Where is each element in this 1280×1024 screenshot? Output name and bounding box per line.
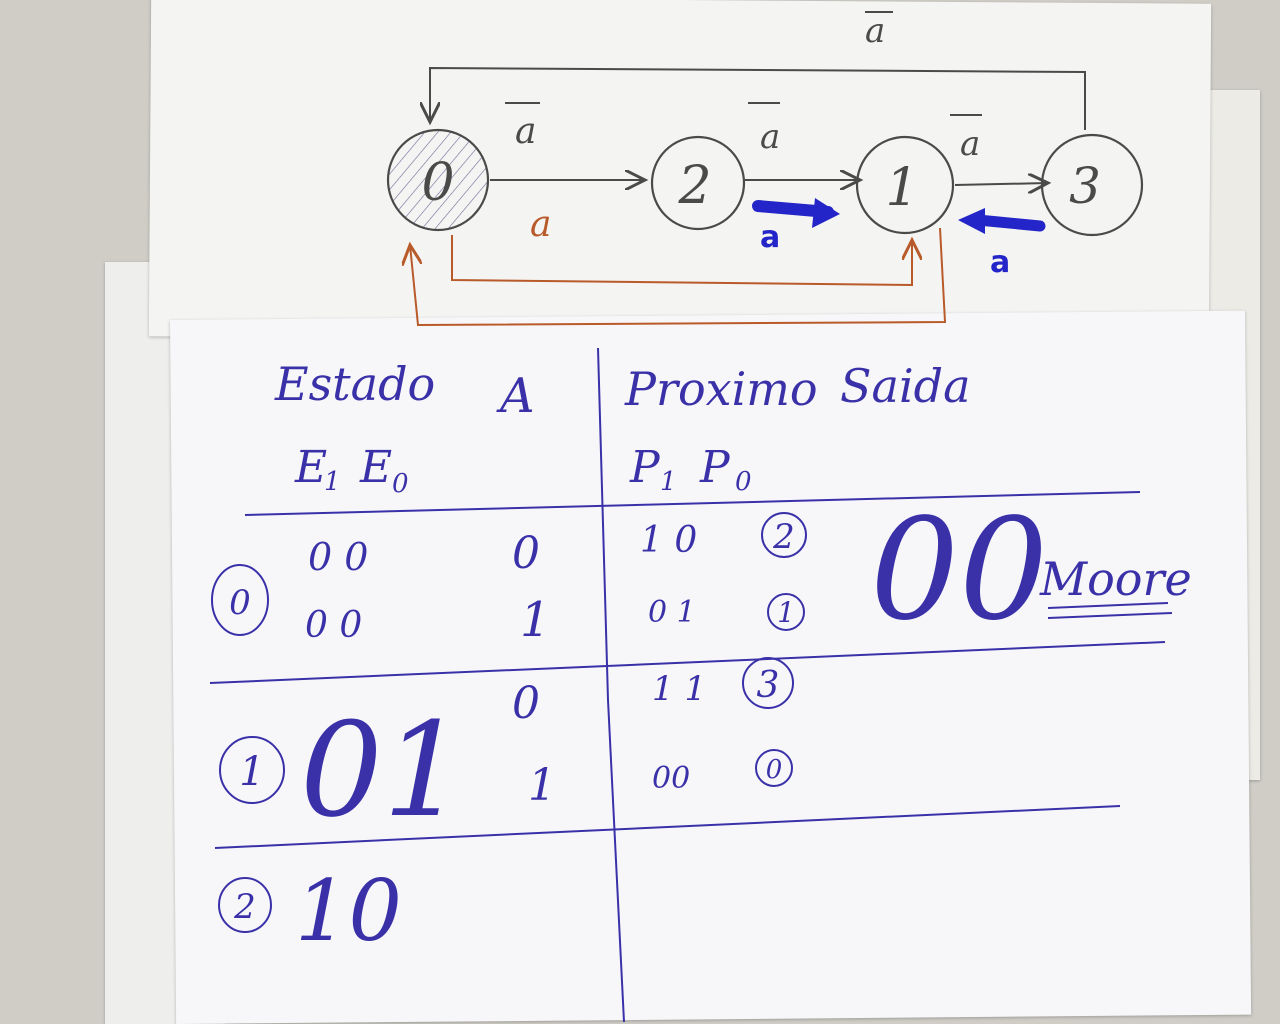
header-proximo: Proximo [624,362,818,416]
state-node-3: 3 [1040,133,1144,237]
edge-label-3-0: a [865,11,885,51]
row-e-value: 01 [300,694,465,846]
row-rule [214,805,1121,849]
next-state-circle [767,593,805,631]
edge-0-to-1 [451,235,912,287]
row-input-value: 1 [528,760,556,811]
row-e-value: 10 [295,862,402,960]
row-next-bits: 0 1 [648,595,696,630]
subheader-p0: P [699,442,731,493]
underline [1047,612,1173,619]
state-node-label: 1 [885,158,918,218]
edge-label-2-1-a: a [760,220,780,255]
row-state-circle [211,564,269,636]
next-state-circle [755,749,793,787]
header-estado: Estado [274,357,435,411]
row-next-bits: 00 [652,761,690,796]
row-e-value: 0 0 [308,535,368,579]
header-saida: Saida [840,359,971,413]
arrowhead [812,198,840,228]
row-state-circle [219,736,285,804]
output-value: 00 [870,489,1048,652]
subheader-p1-sub: 1 [660,467,677,497]
next-state-circle [761,512,807,558]
state-node-label: 0 [421,153,454,213]
edge-3-to-0 [430,66,1086,130]
header-input: A [496,368,535,424]
edge-3-to-1-a [972,214,1046,232]
edge-label-1-3: a [960,124,980,164]
state-node-label: 2 [677,156,711,216]
edge-1-to-3 [954,183,1048,185]
row-rule [209,641,1166,684]
arrowhead [958,208,985,234]
subheader-e0: E [359,442,392,493]
edge-1-to-0 [410,227,947,327]
next-state-label: 1 [777,596,795,629]
edge-label-0-1: a [530,204,551,245]
edge-label-0-2: a [515,111,536,152]
row-next-bits: 1 0 [640,520,697,561]
row-e-value: 0 0 [305,605,362,646]
underline [1047,602,1169,609]
subheader-e1: E [294,442,327,493]
row-state-label: 2 [233,887,256,927]
subheader-p0-sub: 0 [735,467,752,497]
state-node-label: 3 [1069,157,1101,215]
state-node-0: 0 [386,128,490,232]
subheader-e1-sub: 1 [324,467,341,497]
subheader-p1: P [629,442,661,493]
row-state-circle [218,877,272,933]
next-state-label: 2 [772,517,795,557]
edge-label-3-1-a: a [990,245,1010,280]
row-next-bits: 1 1 [652,669,706,709]
row-input-value: 1 [520,592,551,648]
row-input-value: 0 [512,678,540,729]
next-state-circle [742,657,794,709]
header-rule [244,491,1141,516]
next-state-label: 0 [766,755,783,785]
machine-type: Moore [1039,552,1192,606]
edge-label-2-1: a [760,117,780,157]
next-state-label: 3 [757,665,780,706]
row-input-value: 0 [512,528,540,579]
row-state-label: 0 [229,583,251,623]
state-node-1: 1 [855,135,955,235]
row-state-label: 1 [239,749,264,795]
subheader-e0-sub: 0 [392,469,409,499]
state-node-2: 2 [650,135,746,231]
column-divider [597,347,625,1023]
